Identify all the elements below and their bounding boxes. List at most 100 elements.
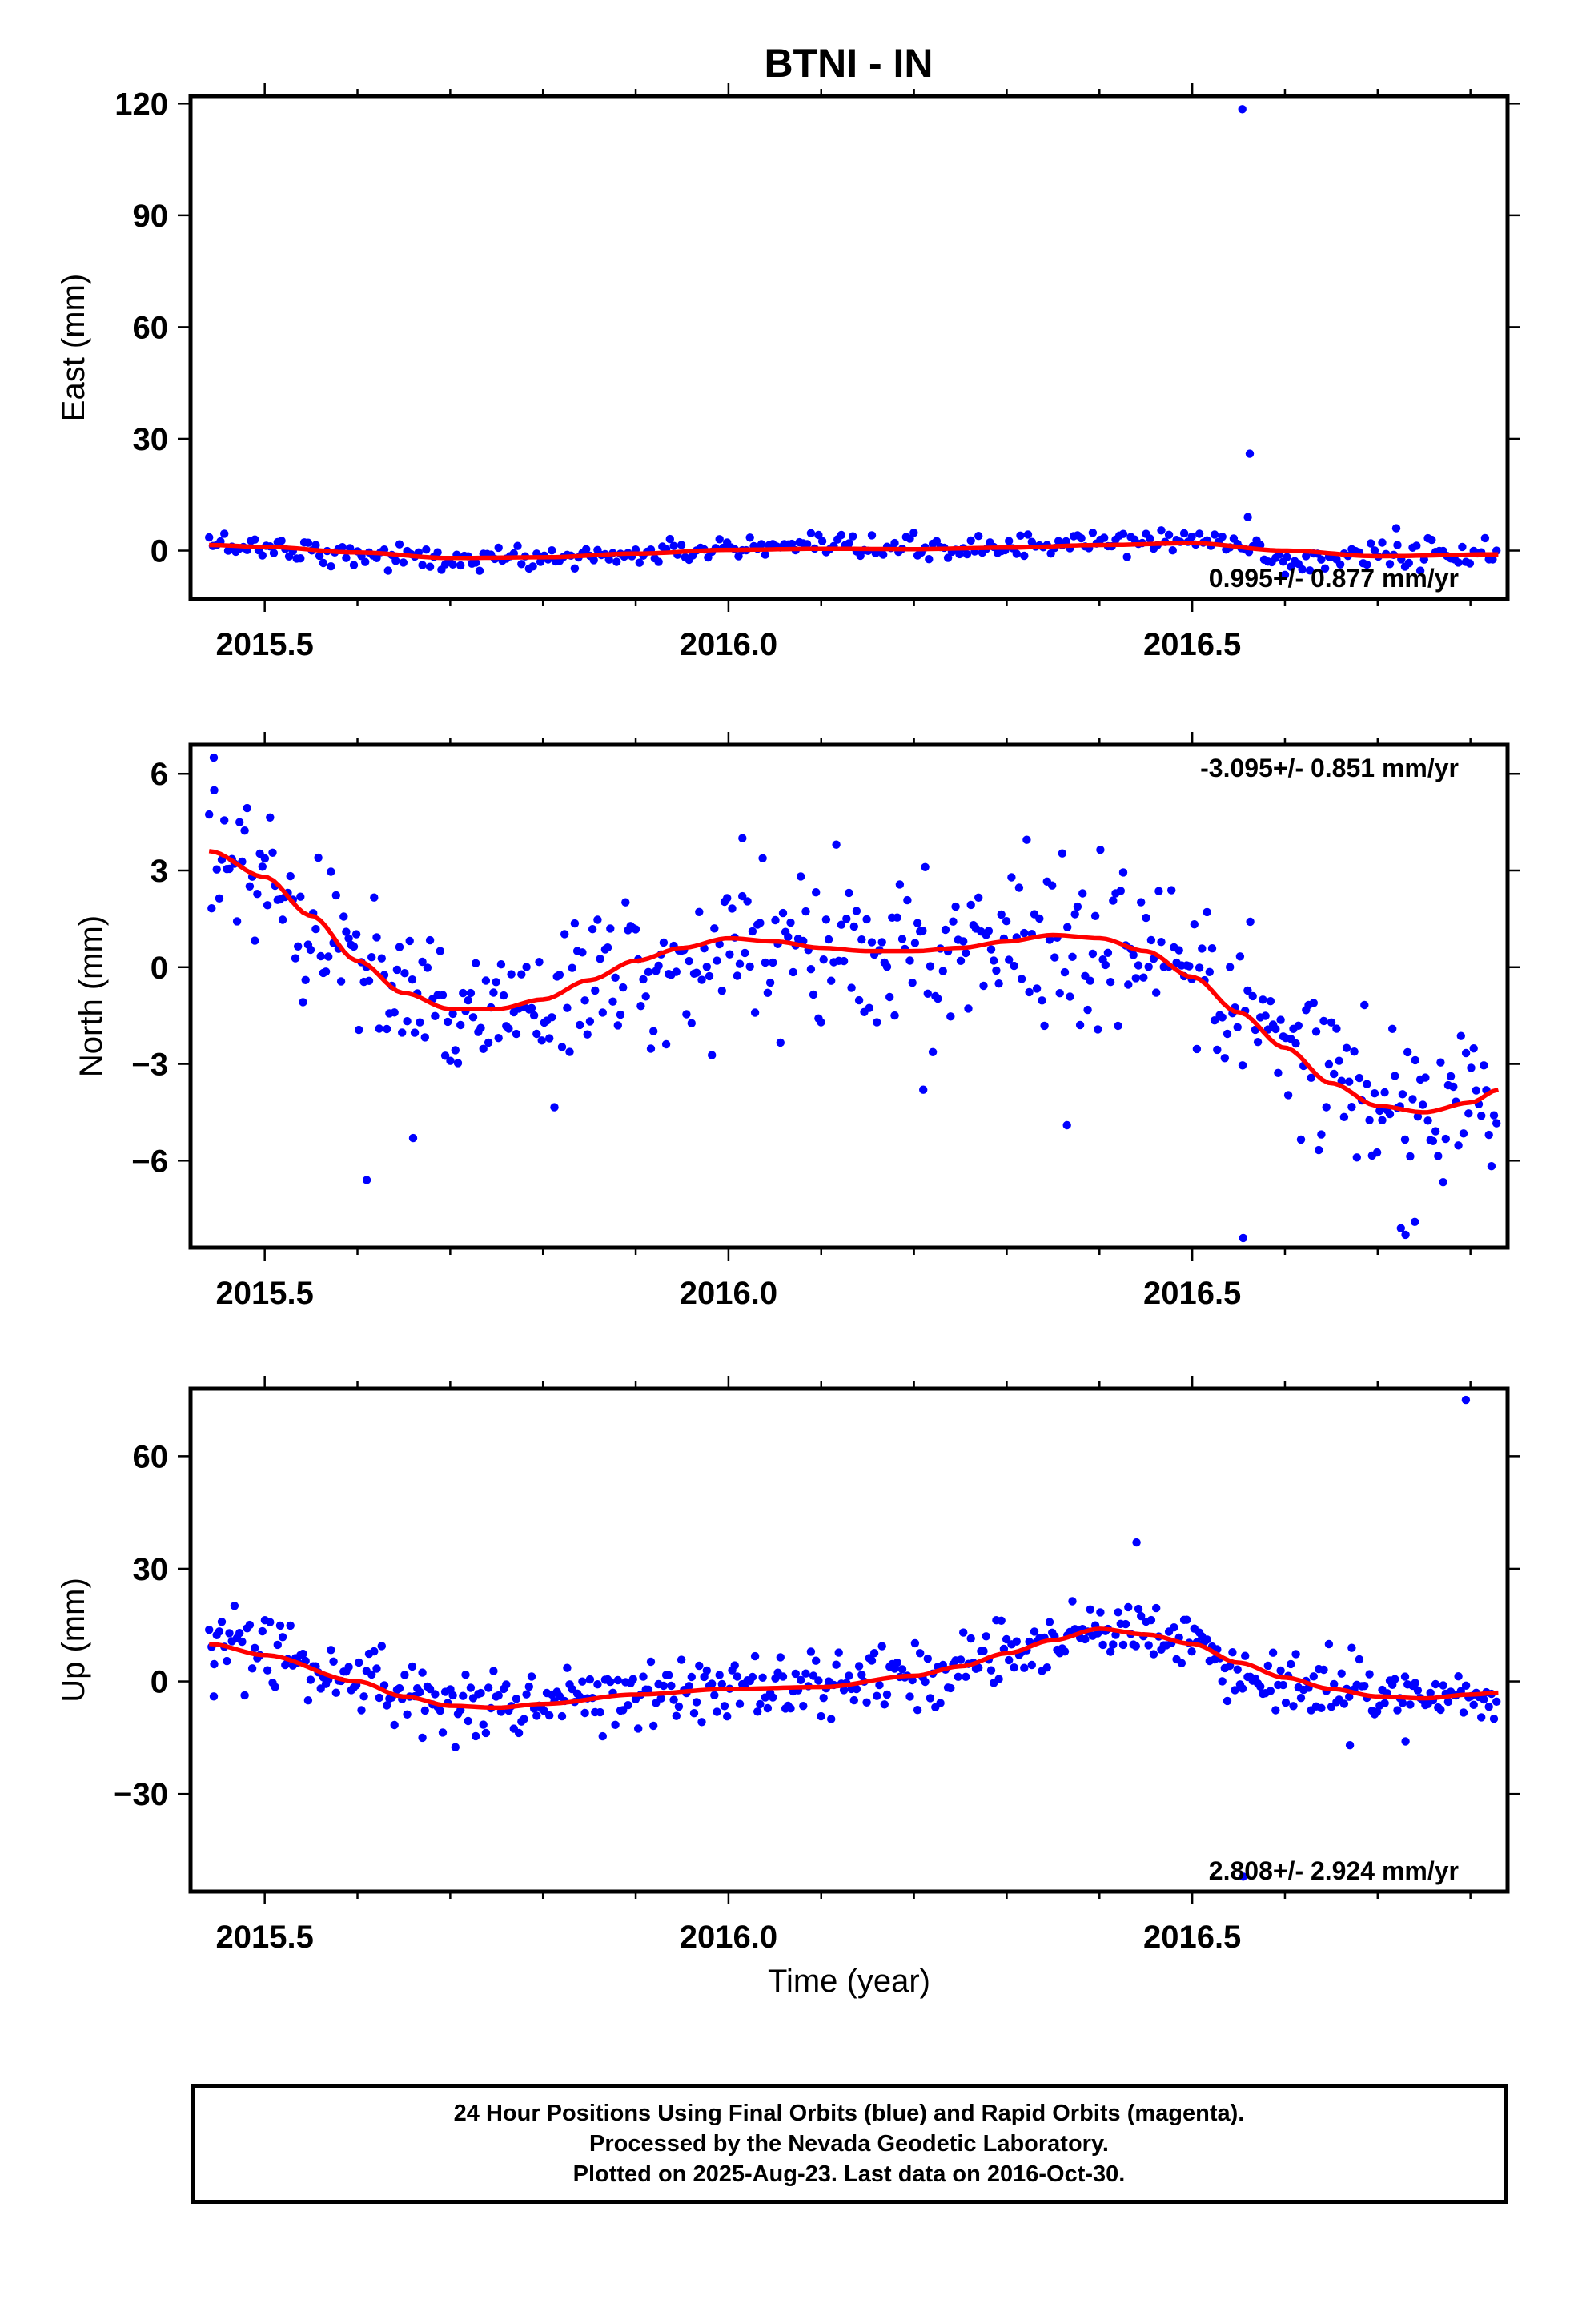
data-point [1454, 1672, 1463, 1681]
data-point [1122, 553, 1131, 561]
data-point [1118, 868, 1128, 877]
data-point [1315, 1145, 1323, 1155]
data-point [786, 1704, 795, 1713]
data-point [395, 540, 404, 549]
data-point [1274, 1068, 1283, 1078]
data-point [735, 1699, 745, 1708]
data-point [448, 1009, 457, 1019]
data-point [802, 540, 812, 549]
data-point [475, 566, 484, 575]
data-point [692, 1698, 701, 1707]
data-point [1233, 1665, 1242, 1674]
data-point [536, 557, 545, 566]
data-point [1149, 1650, 1158, 1659]
data-point [923, 1654, 933, 1663]
data-point [223, 1656, 231, 1666]
data-point [1401, 1230, 1410, 1240]
data-point [639, 1672, 648, 1681]
data-point [489, 988, 498, 997]
data-point [776, 1653, 785, 1662]
data-point [1367, 539, 1375, 548]
data-point [893, 913, 901, 922]
data-point [217, 1618, 227, 1626]
data-point [532, 1711, 541, 1720]
data-point [273, 1640, 282, 1650]
north-points [205, 753, 1501, 1243]
data-point [306, 945, 315, 955]
data-point [1017, 975, 1026, 983]
y-tick-label: 120 [114, 86, 168, 122]
data-point [512, 1029, 521, 1039]
data-point [240, 826, 249, 835]
data-point [418, 561, 427, 569]
data-point [873, 1691, 881, 1700]
data-point [659, 1681, 669, 1691]
data-point [741, 948, 749, 958]
data-point [979, 981, 988, 991]
data-point [591, 986, 600, 995]
data-point [761, 550, 769, 559]
data-point [710, 1691, 719, 1699]
data-point [314, 853, 323, 862]
data-point [1005, 955, 1014, 964]
data-point [296, 892, 305, 901]
x-tick-label: 2016.5 [1143, 1276, 1241, 1311]
data-point [986, 1666, 996, 1675]
data-point [529, 1011, 539, 1020]
data-point [215, 894, 224, 903]
data-point [839, 1686, 849, 1695]
data-point [893, 1658, 901, 1667]
east-frame [188, 94, 1510, 601]
data-point [520, 1715, 528, 1723]
data-point [685, 1682, 693, 1691]
data-point [1060, 967, 1070, 977]
data-point [827, 1715, 836, 1723]
data-point [1239, 1872, 1248, 1881]
data-point [1465, 559, 1475, 568]
data-point [1025, 987, 1034, 997]
data-point [956, 956, 966, 966]
data-point [756, 1699, 765, 1709]
data-point [812, 1656, 821, 1665]
data-point [661, 1039, 671, 1049]
data-point [717, 1679, 726, 1689]
data-point [408, 975, 417, 984]
data-point [1020, 928, 1029, 938]
data-point [1010, 961, 1018, 971]
data-point [1068, 1597, 1077, 1606]
data-point [598, 1731, 607, 1741]
data-point [1154, 887, 1163, 895]
data-point [565, 1047, 574, 1056]
up-frame [188, 1386, 1510, 1894]
data-point [1322, 1103, 1331, 1112]
data-point [733, 1672, 742, 1681]
data-point [649, 1721, 658, 1731]
data-point [806, 529, 816, 537]
data-point [903, 895, 912, 905]
data-point [951, 902, 960, 911]
data-point [1266, 997, 1275, 1006]
north-fit-line [208, 849, 1500, 1115]
data-point [557, 1711, 567, 1721]
data-point [1070, 910, 1079, 919]
data-point [682, 1010, 691, 1019]
data-point [753, 1707, 762, 1716]
data-point [466, 988, 476, 998]
data-point [962, 1672, 970, 1681]
data-point [1372, 1148, 1382, 1157]
data-point [1190, 920, 1199, 929]
data-point [453, 1059, 463, 1068]
data-point [824, 935, 833, 944]
data-point [1363, 1080, 1371, 1088]
data-point [230, 1602, 239, 1610]
data-point [205, 810, 214, 819]
data-point [1146, 1615, 1156, 1625]
data-point [1441, 1134, 1451, 1144]
data-point [299, 1649, 307, 1659]
data-point [459, 988, 468, 998]
data-point [1428, 1136, 1438, 1146]
data-point [799, 1702, 808, 1711]
data-point [1218, 533, 1227, 541]
data-point [867, 1656, 877, 1665]
data-point [1484, 1703, 1493, 1711]
